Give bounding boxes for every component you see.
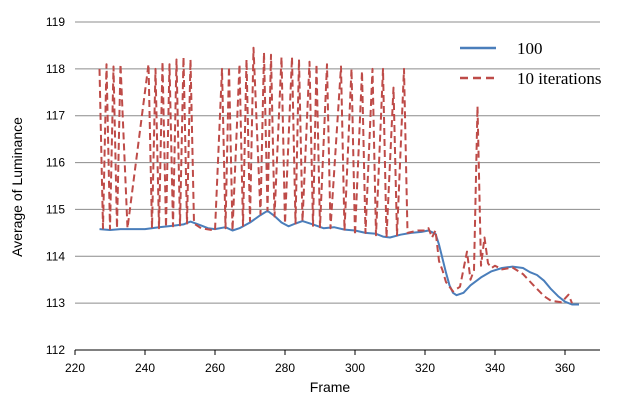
series-line-1 <box>98 46 573 304</box>
x-tick-label: 240 <box>135 361 155 375</box>
series <box>98 46 579 306</box>
y-tick-label: 114 <box>46 249 65 263</box>
x-tick-label: 260 <box>205 361 225 375</box>
axes: 112 113 114 115 116 117 118 119 220 240 260 280 300 3… <box>46 15 600 375</box>
legend: 100 10 iterations <box>460 39 602 88</box>
y-tick-label: 119 <box>46 15 65 29</box>
x-tick-label: 300 <box>345 361 365 375</box>
series-line-0 <box>99 209 579 306</box>
legend-label-0: 100 <box>517 39 543 58</box>
y-tick-label: 112 <box>46 343 65 357</box>
x-tick-label: 340 <box>485 361 505 375</box>
y-tick-label: 113 <box>46 296 65 310</box>
y-tick-label: 117 <box>46 109 65 123</box>
x-tick-label: 320 <box>415 361 435 375</box>
y-tick-label: 115 <box>46 202 65 216</box>
y-tick-label: 116 <box>46 156 65 170</box>
x-tick-label: 360 <box>555 361 575 375</box>
legend-label-1: 10 iterations <box>517 69 602 88</box>
x-axis-title: Frame <box>310 379 351 395</box>
y-axis-title: Average of Luminance <box>9 117 25 257</box>
x-tick-label: 280 <box>275 361 295 375</box>
x-tick-label: 220 <box>65 361 85 375</box>
y-tick-label: 118 <box>46 62 65 76</box>
